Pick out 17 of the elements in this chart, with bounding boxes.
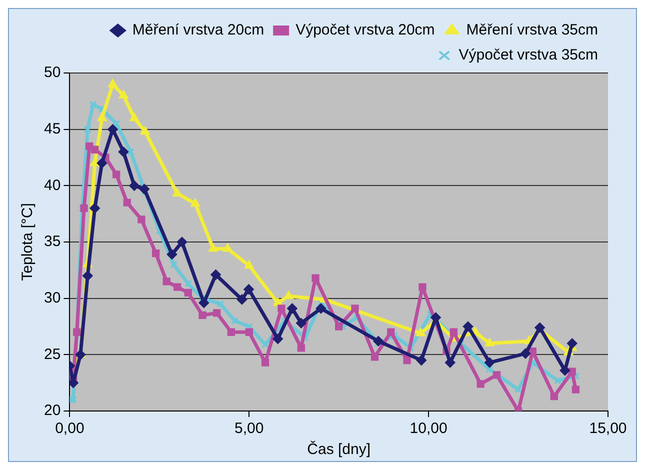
y-tick-label: 25	[44, 346, 61, 363]
y-tick-label: 50	[44, 64, 61, 82]
x-tick-label: 5,00	[234, 420, 264, 438]
y-tick-label: 20	[44, 402, 61, 420]
legend-label: Měření vrstva 20cm	[132, 22, 264, 39]
legend-label: Výpočet vrstva 20cm	[296, 22, 435, 39]
y-tick-label: 45	[44, 120, 61, 138]
y-tick-label: 40	[44, 176, 61, 194]
y-tick-label: 30	[44, 289, 61, 306]
y-axis-title: Teplota [°C]	[19, 203, 36, 281]
x-tick-label: 0,00	[55, 420, 84, 438]
y-tick-label: 35	[44, 233, 61, 250]
x-tick-label: 10,00	[410, 420, 448, 438]
legend-label: Měření vrstva 35cm	[466, 22, 598, 39]
x-axis-title: Čas [dny]	[307, 440, 371, 458]
legend-label: Výpočet vrstva 35cm	[458, 46, 598, 64]
x-tick-label: 15,00	[589, 420, 627, 438]
